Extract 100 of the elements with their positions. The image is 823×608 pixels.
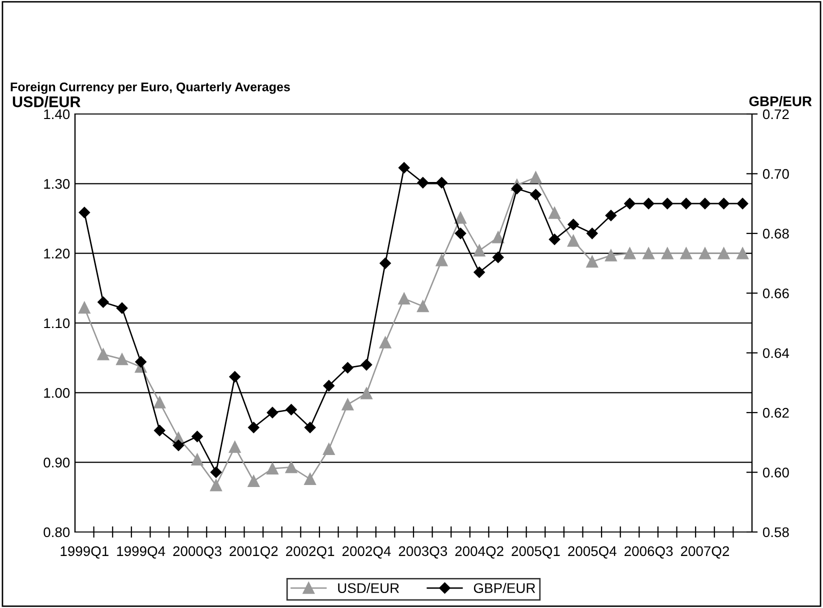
point xyxy=(398,162,410,174)
point xyxy=(135,356,146,368)
point xyxy=(699,198,711,210)
point xyxy=(605,250,617,262)
point xyxy=(379,336,392,348)
point xyxy=(736,198,748,210)
point xyxy=(304,473,316,485)
x-tick-label: 2005Q1 xyxy=(512,546,560,559)
y2-tick-label: 0.64 xyxy=(762,348,790,358)
point xyxy=(624,247,636,260)
point xyxy=(586,256,598,268)
point xyxy=(680,247,692,260)
point xyxy=(661,247,674,260)
point xyxy=(492,231,504,244)
point xyxy=(154,424,166,436)
x-tick-label: 1999Q1 xyxy=(60,546,108,559)
point xyxy=(530,171,542,184)
point xyxy=(342,362,354,374)
point xyxy=(342,398,354,410)
x-tick-label: 2003Q3 xyxy=(398,546,448,559)
y-tick-label: 1.20 xyxy=(44,248,70,259)
point xyxy=(718,198,730,210)
point xyxy=(78,302,90,314)
point xyxy=(548,234,560,246)
x-tick-label: 2005Q4 xyxy=(568,546,616,559)
point xyxy=(662,198,673,210)
x-tick-label: 2000Q3 xyxy=(173,546,222,559)
y2-tick-label: 0.58 xyxy=(762,527,789,538)
point xyxy=(323,380,334,392)
point xyxy=(380,258,391,269)
point xyxy=(154,396,166,408)
y-tick-label: 0.90 xyxy=(44,458,70,468)
point xyxy=(417,177,429,188)
point xyxy=(304,422,316,434)
point xyxy=(210,466,222,478)
point xyxy=(699,247,711,260)
x-tick-label: 2004Q2 xyxy=(455,546,504,559)
point xyxy=(229,371,240,382)
chart-title: Foreign Currency per Euro, Quarterly Averages xyxy=(10,82,290,94)
point xyxy=(718,247,730,260)
point xyxy=(192,430,203,442)
point xyxy=(286,404,297,416)
y2-axis-title: GBP/EUR xyxy=(749,96,812,106)
legend-label: GBP/EUR xyxy=(474,582,536,594)
point xyxy=(417,300,429,312)
y2-tick-label: 0.60 xyxy=(762,468,789,478)
point xyxy=(398,292,410,305)
point xyxy=(266,462,278,475)
point xyxy=(210,479,222,492)
point xyxy=(567,234,580,247)
y2-tick-label: 0.68 xyxy=(762,228,789,239)
point xyxy=(436,177,448,188)
point xyxy=(360,359,372,370)
point xyxy=(642,247,654,260)
point xyxy=(436,254,448,266)
y2-tick-label: 0.62 xyxy=(762,408,789,418)
point xyxy=(266,406,278,418)
point xyxy=(474,266,485,278)
point xyxy=(492,252,504,263)
point xyxy=(248,475,260,488)
point xyxy=(624,198,636,210)
point xyxy=(322,443,335,455)
point xyxy=(116,302,128,314)
y2-tick-label: 0.66 xyxy=(762,288,789,298)
point xyxy=(97,348,110,360)
legend-label: USD/EUR xyxy=(338,582,399,594)
point xyxy=(248,422,260,434)
point xyxy=(285,461,298,474)
x-tick-label: 2001Q2 xyxy=(230,546,278,559)
point xyxy=(454,228,466,240)
y-tick-label: 0.80 xyxy=(44,527,70,538)
y-tick-label: 1.00 xyxy=(44,388,70,398)
point xyxy=(98,296,109,308)
x-tick-label: 2002Q1 xyxy=(286,546,334,559)
y-axis-title: USD/EUR xyxy=(12,96,80,108)
point xyxy=(78,206,90,218)
point xyxy=(530,189,542,200)
point xyxy=(586,228,598,240)
x-tick-label: 2002Q4 xyxy=(342,546,391,559)
y2-tick-label: 0.70 xyxy=(762,169,789,179)
point xyxy=(511,183,523,194)
y-tick-label: 1.30 xyxy=(44,179,70,189)
point xyxy=(605,210,617,222)
point xyxy=(736,247,748,260)
point xyxy=(228,441,241,453)
y-tick-label: 1.40 xyxy=(44,109,70,120)
point xyxy=(473,244,486,256)
x-tick-label: 2007Q2 xyxy=(680,546,730,559)
y2-tick-label: 0.72 xyxy=(762,109,789,120)
point xyxy=(116,353,128,366)
point xyxy=(680,198,692,210)
point xyxy=(191,454,204,466)
point xyxy=(642,198,654,210)
point xyxy=(172,440,184,452)
y-tick-label: 1.10 xyxy=(44,318,70,328)
point xyxy=(454,212,466,224)
x-tick-label: 2006Q3 xyxy=(624,546,673,559)
point xyxy=(360,387,372,400)
point xyxy=(548,207,560,219)
point xyxy=(568,218,579,230)
